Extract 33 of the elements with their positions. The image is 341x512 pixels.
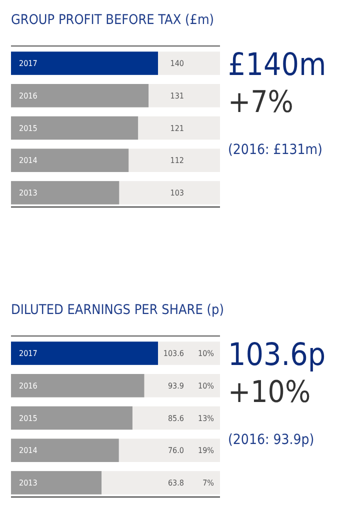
- chart-title: DILUTED EARNINGS PER SHARE (p): [11, 302, 224, 318]
- text: £140m: [228, 47, 326, 83]
- y-tick-label: 2017: [19, 349, 38, 358]
- text: 10%: [198, 381, 214, 390]
- text: (2016: £131m): [228, 142, 322, 158]
- data-label: 103.6: [163, 349, 184, 358]
- data-label: 63.8: [168, 478, 184, 488]
- data-label: 140: [170, 59, 184, 68]
- text: 10%: [198, 349, 214, 358]
- y-tick-label: 2015: [19, 414, 38, 423]
- data-label: 103: [170, 188, 184, 198]
- y-tick-label: 2016: [19, 381, 38, 390]
- y-tick-label: 2014: [19, 156, 38, 166]
- text: 103.6p: [228, 337, 326, 373]
- chart-title: GROUP PROFIT BEFORE TAX (£m): [11, 12, 214, 28]
- y-tick-label: 2014: [19, 446, 38, 456]
- text: 13%: [198, 414, 214, 423]
- text: 19%: [198, 446, 214, 456]
- text: +10%: [228, 375, 311, 410]
- data-label: 121: [170, 124, 184, 133]
- y-tick-label: 2017: [19, 59, 38, 68]
- data-label: 112: [170, 156, 184, 166]
- y-tick-label: 2016: [19, 91, 38, 100]
- y-tick-label: 2013: [19, 188, 38, 198]
- text: +7%: [228, 85, 294, 120]
- y-tick-label: 2015: [19, 124, 38, 133]
- data-label: 76.0: [168, 446, 184, 456]
- data-label: 93.9: [168, 381, 184, 390]
- y-tick-label: 2013: [19, 478, 38, 488]
- text: 7%: [202, 478, 214, 488]
- text: (2016: 93.9p): [228, 432, 314, 448]
- data-label: 131: [170, 91, 184, 100]
- data-label: 85.6: [168, 414, 184, 423]
